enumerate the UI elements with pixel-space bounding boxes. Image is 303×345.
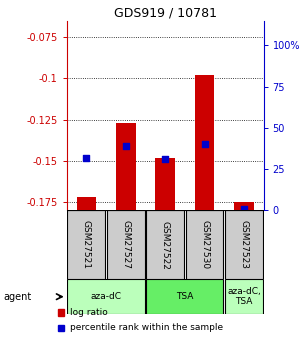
Text: aza-dC,
TSA: aza-dC, TSA	[227, 287, 261, 306]
Point	[163, 157, 168, 162]
Point	[123, 143, 128, 149]
Bar	[146, 279, 223, 314]
Text: GSM27522: GSM27522	[161, 220, 170, 269]
Bar	[68, 279, 145, 314]
Text: GSM27523: GSM27523	[239, 220, 248, 269]
Bar	[68, 210, 105, 279]
Text: GSM27521: GSM27521	[82, 220, 91, 269]
Bar	[195, 75, 215, 210]
Title: GDS919 / 10781: GDS919 / 10781	[114, 7, 217, 20]
Bar	[76, 197, 96, 210]
Bar	[116, 123, 136, 210]
Bar	[107, 210, 145, 279]
Text: GSM27527: GSM27527	[121, 220, 130, 269]
Text: aza-dC: aza-dC	[91, 292, 122, 301]
Text: GSM27530: GSM27530	[200, 220, 209, 269]
Bar	[146, 210, 184, 279]
Text: log ratio: log ratio	[70, 308, 108, 317]
Text: percentile rank within the sample: percentile rank within the sample	[70, 323, 223, 332]
Bar	[225, 210, 263, 279]
Point	[84, 155, 89, 160]
Text: TSA: TSA	[176, 292, 194, 301]
Bar	[234, 202, 254, 210]
Bar	[155, 158, 175, 210]
Point	[241, 206, 246, 211]
Bar	[225, 279, 263, 314]
Point	[202, 142, 207, 147]
Bar	[186, 210, 223, 279]
Text: agent: agent	[3, 292, 31, 302]
